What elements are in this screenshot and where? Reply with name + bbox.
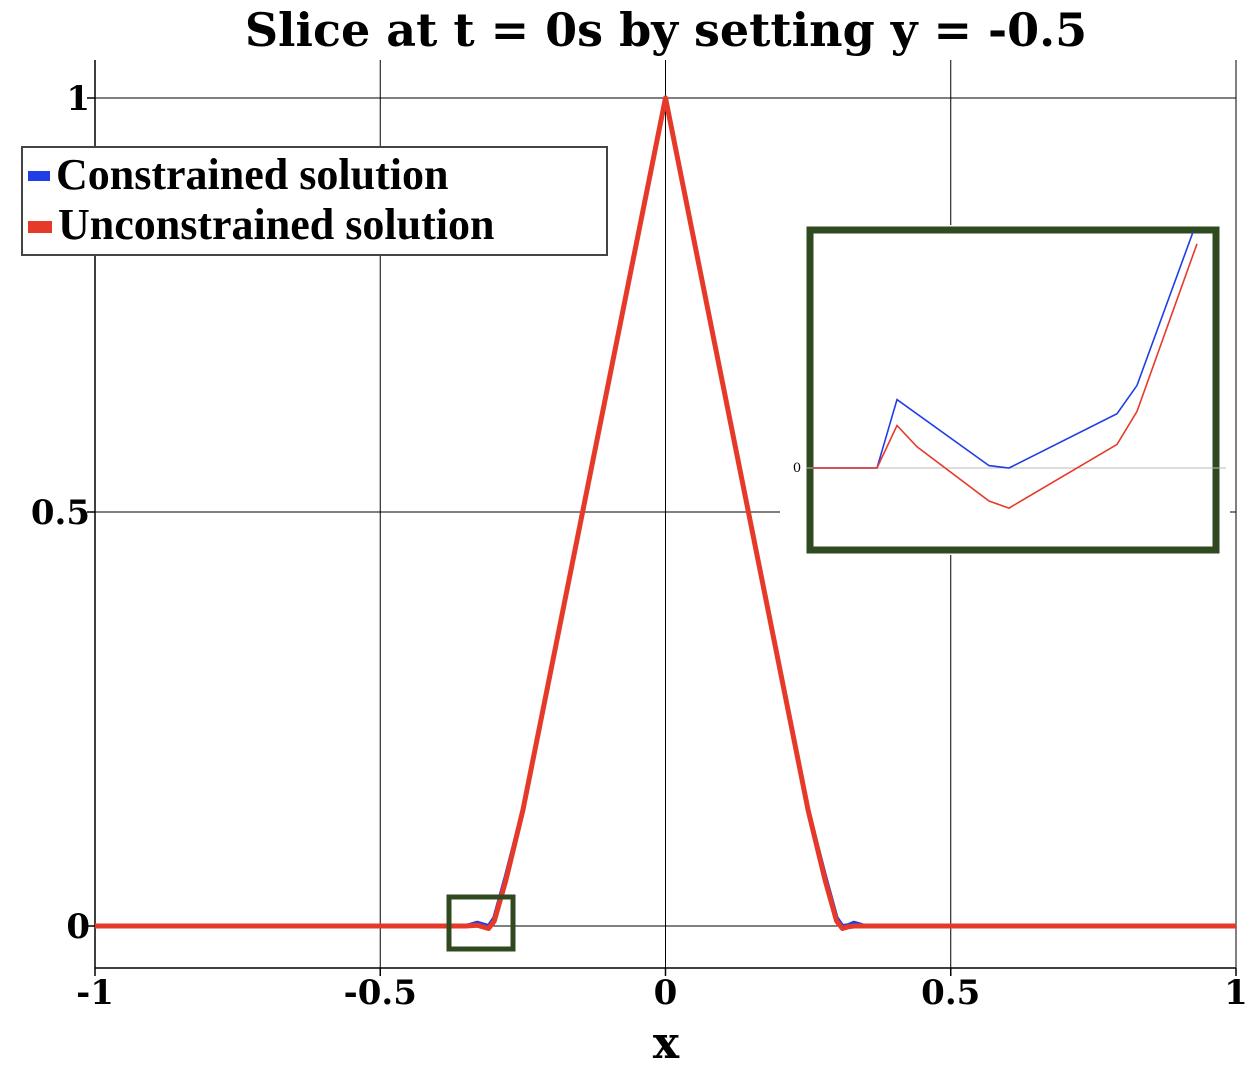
inset-background (780, 225, 1230, 555)
inset-lines (813, 231, 1198, 509)
inset-frame (806, 226, 1220, 554)
series-line-unconstrained (95, 95, 1236, 931)
inset-line-unconstrained (813, 243, 1198, 509)
y-tick-label: 0.5 (31, 493, 90, 533)
y-tick-label: 0 (66, 907, 90, 947)
x-tick-label: 1 (1224, 973, 1248, 1013)
series-layer (95, 95, 1236, 931)
legend-label-unconstrained: Unconstrained solution (58, 200, 494, 249)
legend-label-constrained: Constrained solution (56, 150, 448, 199)
x-ticks: -1 -0.5 0 0.5 1 (76, 968, 1248, 1013)
x-tick-label: -1 (76, 973, 114, 1013)
inset-line-constrained (813, 231, 1194, 469)
x-tick-label: 0 (654, 973, 678, 1013)
legend-box (21, 146, 608, 256)
chart-title: Slice at t = 0s by setting y = -0.5 (245, 3, 1087, 57)
x-tick-label: 0.5 (921, 973, 980, 1013)
inset-panel: 0 (780, 225, 1230, 555)
y-ticks: 00.51 (31, 79, 95, 947)
x-tick-label: -0.5 (344, 973, 417, 1013)
y-tick-label: 1 (66, 79, 90, 119)
inset-y-tick: 0 (793, 461, 801, 476)
legend: Constrained solution Unconstrained solut… (21, 146, 608, 256)
x-axis-label: x (653, 1018, 680, 1068)
zoom-region-box (446, 894, 516, 952)
